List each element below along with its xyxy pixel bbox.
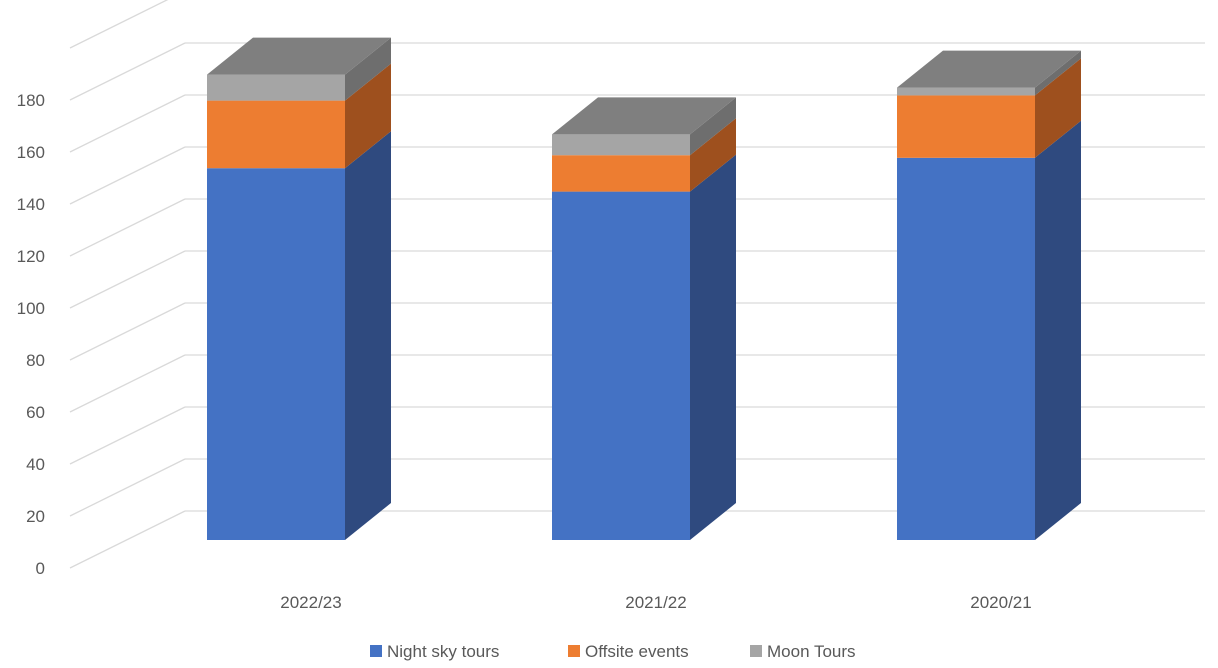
y-tick-label: 20 [26, 507, 45, 526]
bars [207, 37, 1081, 541]
gridline-diagonal [69, 302, 186, 361]
legend-item: Moon Tours [750, 642, 856, 661]
x-tick-label: 2022/23 [280, 593, 341, 612]
bar-segment [552, 134, 690, 156]
gridline-diagonal [69, 354, 186, 413]
gridline-diagonal [69, 42, 186, 101]
x-axis-tick-labels: 2022/23 2021/22 2020/21 [280, 593, 1031, 612]
y-tick-label: 40 [26, 455, 45, 474]
bar-segment [207, 168, 345, 540]
bar-top [897, 50, 1081, 88]
gridline-diagonal [69, 458, 186, 517]
gridline-diagonal [69, 94, 186, 153]
bar-stack [897, 50, 1081, 541]
y-tick-label: 60 [26, 403, 45, 422]
bar-top [207, 37, 391, 75]
bar-segment [552, 191, 690, 540]
y-tick-label: 140 [17, 195, 45, 214]
legend-swatch [750, 645, 762, 657]
legend-label: Offsite events [585, 642, 689, 661]
bar-segment-side [1035, 58, 1081, 158]
legend-item: Night sky tours [370, 642, 499, 661]
y-axis-tick-labels: 0 20 40 60 80 100 120 140 160 180 [17, 91, 45, 578]
x-tick-label: 2020/21 [970, 593, 1031, 612]
bar-segment [207, 100, 345, 169]
bar-segment-side [690, 97, 736, 156]
legend-swatch [568, 645, 580, 657]
x-tick-label: 2021/22 [625, 593, 686, 612]
bar-stack [552, 97, 736, 540]
gridline-diagonal [69, 198, 186, 257]
bar-segment-side [690, 154, 736, 540]
y-tick-label: 180 [17, 91, 45, 110]
legend-label: Moon Tours [767, 642, 856, 661]
bar-segment-side [690, 118, 736, 192]
bar-segment-side [345, 63, 391, 169]
bar-segment [897, 95, 1035, 158]
y-tick-label: 160 [17, 143, 45, 162]
y-tick-label: 80 [26, 351, 45, 370]
bar-top [552, 97, 736, 135]
y-tick-label: 120 [17, 247, 45, 266]
gridline-diagonal [69, 250, 186, 309]
bar-segment [897, 87, 1035, 96]
bar-segment-side [1035, 50, 1081, 96]
gridline-diagonal [69, 0, 169, 49]
bar-stack [207, 37, 391, 540]
bar-segment [552, 155, 690, 192]
bar-segment-side [345, 131, 391, 540]
bar-segment-side [1035, 120, 1081, 541]
gridline-diagonal [69, 146, 186, 205]
y-tick-label: 100 [17, 299, 45, 318]
bar-segment-side [345, 37, 391, 101]
legend-item: Offsite events [568, 642, 689, 661]
y-tick-label: 0 [36, 559, 45, 578]
bar-segment [207, 74, 345, 101]
gridline-diagonal [69, 406, 186, 465]
legend: Night sky tours Offsite events Moon Tours [370, 642, 856, 661]
legend-label: Night sky tours [387, 642, 499, 661]
legend-swatch [370, 645, 382, 657]
gridline-diagonal [69, 510, 186, 569]
bar-segment [897, 157, 1035, 541]
